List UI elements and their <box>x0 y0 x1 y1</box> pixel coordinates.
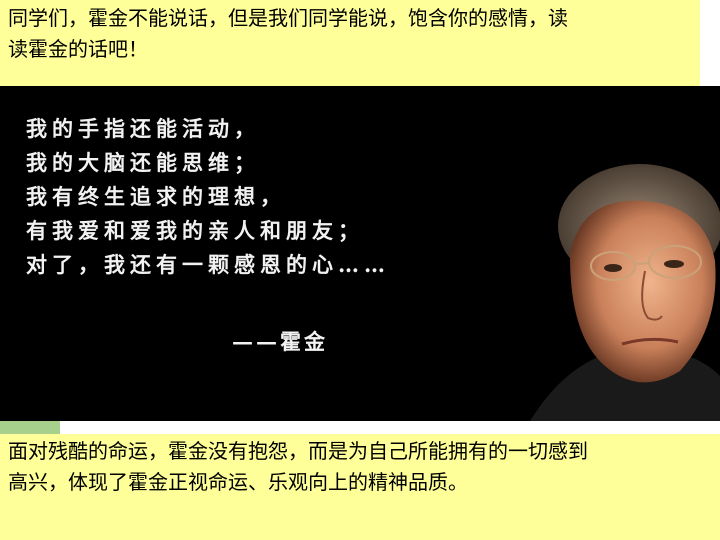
top-caption-text: 同学们，霍金不能说话，但是我们同学能说，饱含你的感情，读 读霍金的话吧！ <box>8 3 698 65</box>
bottom-caption-banner: 面对残酷的命运，霍金没有抱怨，而是为自己所能拥有的一切感到 高兴，体现了霍金正视… <box>0 434 720 540</box>
bottom-caption-line-2: 高兴，体现了霍金正视命运、乐观向上的精神品质。 <box>8 470 468 494</box>
quote-block: 我的手指还能活动， 我的大脑还能思维； 我有终生追求的理想， 有我爱和爱我的亲人… <box>26 112 390 282</box>
bottom-caption-line-1: 面对残酷的命运，霍金没有抱怨，而是为自己所能拥有的一切感到 <box>8 439 588 463</box>
quote-line-3: 我有终生追求的理想， <box>26 184 286 209</box>
quote-signature: ——霍金 <box>232 329 328 354</box>
quote-line-2: 我的大脑还能思维； <box>26 150 260 175</box>
hawking-quote-image: 我的手指还能活动， 我的大脑还能思维； 我有终生追求的理想， 有我爱和爱我的亲人… <box>0 86 720 421</box>
green-accent-tab <box>0 421 60 434</box>
top-caption-line-1: 同学们，霍金不能说话，但是我们同学能说，饱含你的感情，读 <box>8 6 568 30</box>
hawking-portrait <box>510 86 720 421</box>
quote-line-1: 我的手指还能活动， <box>26 116 260 141</box>
bottom-caption-text: 面对残酷的命运，霍金没有抱怨，而是为自己所能拥有的一切感到 高兴，体现了霍金正视… <box>8 436 718 498</box>
top-caption-line-2: 读霍金的话吧！ <box>8 37 148 61</box>
quote-line-5: 对了，我还有一颗感恩的心…… <box>26 252 390 277</box>
quote-line-4: 有我爱和爱我的亲人和朋友； <box>26 218 364 243</box>
